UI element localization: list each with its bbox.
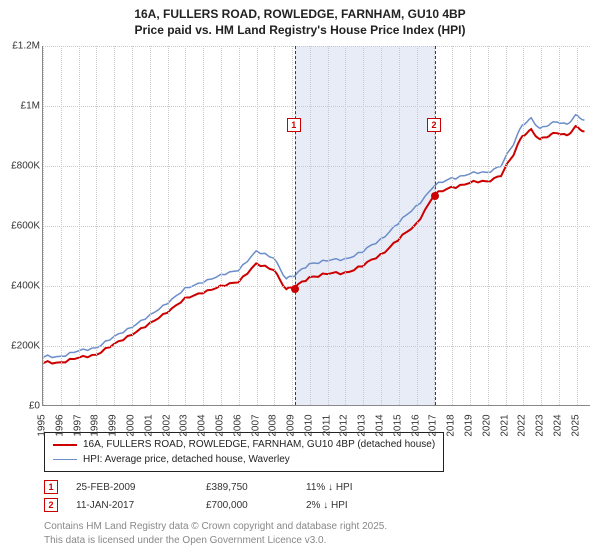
y-axis-label: £1.2M xyxy=(12,41,40,52)
x-axis-label: 2005 xyxy=(214,414,225,436)
chart-plot-area: 12 xyxy=(42,46,590,406)
y-axis-label: £800K xyxy=(11,161,40,172)
sale-pct-2: 2% ↓ HPI xyxy=(306,500,426,511)
x-axis-label: 2000 xyxy=(125,414,136,436)
x-axis-label: 2019 xyxy=(464,414,475,436)
sale-row-2: 2 11-JAN-2017 £700,000 2% ↓ HPI xyxy=(44,496,426,514)
x-axis-label: 2018 xyxy=(446,414,457,436)
sale-row-1: 1 25-FEB-2009 £389,750 11% ↓ HPI xyxy=(44,478,426,496)
sale-point-dot xyxy=(431,192,439,200)
x-axis-label: 2008 xyxy=(268,414,279,436)
x-axis-label: 1999 xyxy=(108,414,119,436)
title-address: 16A, FULLERS ROAD, ROWLEDGE, FARNHAM, GU… xyxy=(10,6,590,22)
legend-swatch-blue xyxy=(53,459,77,461)
sale-pct-1: 11% ↓ HPI xyxy=(306,482,426,493)
x-axis-label: 2007 xyxy=(250,414,261,436)
sale-marker-2: 2 xyxy=(44,498,58,512)
x-axis-label: 2002 xyxy=(161,414,172,436)
x-axis-label: 2022 xyxy=(517,414,528,436)
x-axis-label: 2013 xyxy=(357,414,368,436)
x-axis-label: 1997 xyxy=(72,414,83,436)
legend-label-blue: HPI: Average price, detached house, Wave… xyxy=(83,452,290,467)
x-axis-label: 2003 xyxy=(179,414,190,436)
x-axis-label: 2001 xyxy=(143,414,154,436)
x-axis-label: 2010 xyxy=(303,414,314,436)
x-axis-label: 2011 xyxy=(321,415,332,437)
vline-marker: 2 xyxy=(427,118,441,132)
sale-point-dot xyxy=(291,285,299,293)
x-axis-label: 2021 xyxy=(499,414,510,436)
x-axis-label: 2020 xyxy=(481,414,492,436)
legend-label-red: 16A, FULLERS ROAD, ROWLEDGE, FARNHAM, GU… xyxy=(83,437,435,452)
x-axis-label: 2006 xyxy=(232,414,243,436)
x-axis-label: 2014 xyxy=(375,414,386,436)
x-axis-label: 1998 xyxy=(90,414,101,436)
x-axis-label: 2023 xyxy=(535,414,546,436)
series-blue xyxy=(43,115,584,358)
chart-title: 16A, FULLERS ROAD, ROWLEDGE, FARNHAM, GU… xyxy=(0,0,600,42)
x-axis-label: 2016 xyxy=(410,414,421,436)
attribution-text: Contains HM Land Registry data © Crown c… xyxy=(44,520,387,548)
attribution-line2: This data is licensed under the Open Gov… xyxy=(44,534,387,548)
y-axis-label: £0 xyxy=(29,401,40,412)
y-axis-label: £200K xyxy=(11,341,40,352)
sale-date-2: 11-JAN-2017 xyxy=(76,500,206,511)
sale-date-1: 25-FEB-2009 xyxy=(76,482,206,493)
x-axis-label: 2017 xyxy=(428,414,439,436)
y-axis-label: £400K xyxy=(11,281,40,292)
x-axis-label: 2012 xyxy=(339,414,350,436)
x-axis-label: 1996 xyxy=(54,414,65,436)
sale-price-1: £389,750 xyxy=(206,482,306,493)
title-subtitle: Price paid vs. HM Land Registry's House … xyxy=(10,22,590,38)
attribution-line1: Contains HM Land Registry data © Crown c… xyxy=(44,520,387,534)
legend-swatch-red xyxy=(53,444,77,446)
x-axis-label: 2024 xyxy=(552,414,563,436)
chart-legend: 16A, FULLERS ROAD, ROWLEDGE, FARNHAM, GU… xyxy=(44,432,444,472)
y-axis-label: £600K xyxy=(11,221,40,232)
x-axis-label: 2004 xyxy=(197,414,208,436)
x-axis-label: 1995 xyxy=(37,414,48,436)
legend-item-red: 16A, FULLERS ROAD, ROWLEDGE, FARNHAM, GU… xyxy=(53,437,435,452)
x-axis-label: 2015 xyxy=(392,414,403,436)
sale-marker-1: 1 xyxy=(44,480,58,494)
x-axis-label: 2009 xyxy=(286,414,297,436)
vline-marker: 1 xyxy=(287,118,301,132)
legend-item-blue: HPI: Average price, detached house, Wave… xyxy=(53,452,435,467)
sale-price-2: £700,000 xyxy=(206,500,306,511)
y-axis-label: £1M xyxy=(21,101,40,112)
sales-table: 1 25-FEB-2009 £389,750 11% ↓ HPI 2 11-JA… xyxy=(44,478,426,514)
x-axis-label: 2025 xyxy=(570,414,581,436)
